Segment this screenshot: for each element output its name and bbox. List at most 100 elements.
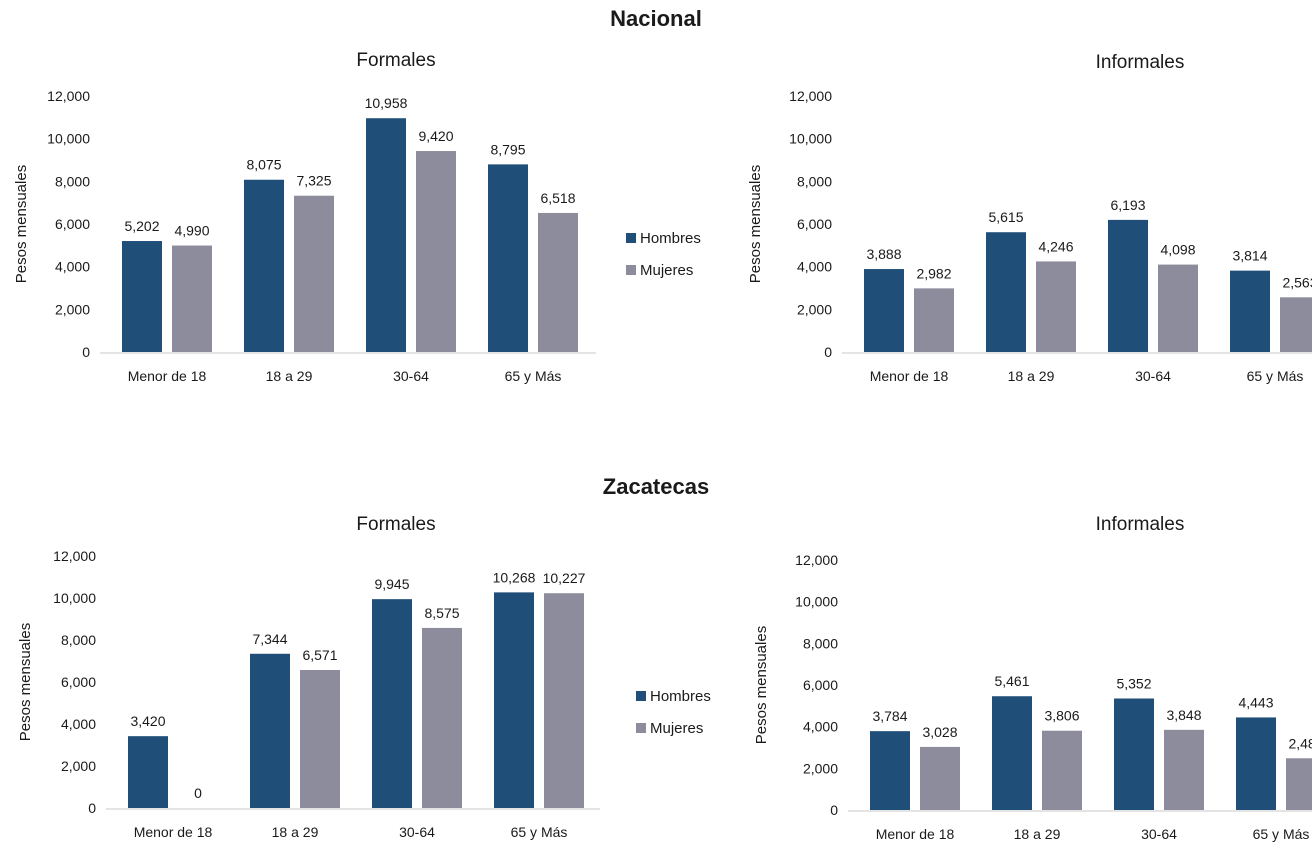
y-tick-label: 0 (830, 802, 838, 818)
x-tick-label: 65 y Más (505, 368, 562, 384)
legend-swatch-mujeres (636, 723, 646, 733)
legend-label-hombres: Hombres (640, 229, 701, 247)
y-axis-label: Pesos mensuales (753, 626, 770, 744)
bar-hombres (372, 599, 412, 808)
y-tick-label: 12,000 (789, 88, 832, 104)
bar-hombres (250, 653, 290, 808)
y-tick-label: 2,000 (55, 301, 90, 317)
bar-hombres (870, 731, 910, 810)
bar-hombres (986, 232, 1026, 352)
section-title-zacatecas: Zacatecas (602, 474, 710, 499)
data-label: 2,563 (1282, 274, 1312, 290)
legend-zacatecas: Hombres Mujeres (636, 680, 711, 744)
bar-hombres (1114, 698, 1154, 810)
legend-item-mujeres: Mujeres (626, 254, 701, 286)
bar-hombres (244, 179, 284, 352)
x-tick-label: 18 a 29 (1014, 826, 1061, 842)
y-tick-label: 8,000 (803, 635, 838, 651)
data-label: 10,268 (493, 569, 536, 585)
y-tick-label: 6,000 (61, 674, 96, 690)
legend-item-hombres: Hombres (626, 222, 701, 254)
data-label: 6,518 (540, 190, 575, 206)
data-label: 5,615 (988, 209, 1023, 225)
bar-hombres (864, 269, 904, 352)
x-tick-label: 30-64 (1135, 368, 1171, 384)
legend-swatch-hombres (626, 233, 636, 243)
y-tick-label: 4,000 (797, 259, 832, 275)
chart-title: Informales (1096, 514, 1185, 535)
data-label: 6,571 (302, 647, 337, 663)
data-label: 2,483 (1288, 735, 1312, 751)
data-label: 4,246 (1038, 238, 1073, 254)
y-tick-label: 4,000 (61, 716, 96, 732)
legend-nacional: Hombres Mujeres (626, 222, 701, 286)
legend-swatch-hombres (636, 691, 646, 701)
y-tick-label: 10,000 (53, 590, 96, 606)
chart-title: Formales (356, 514, 435, 535)
data-label: 8,075 (246, 157, 281, 173)
bar-mujeres (294, 195, 334, 352)
legend-item-mujeres: Mujeres (636, 712, 711, 744)
data-label: 3,806 (1044, 708, 1079, 724)
section-title-nacional: Nacional (610, 6, 702, 31)
data-label: 7,325 (296, 173, 331, 189)
y-axis-label: Pesos mensuales (17, 623, 34, 741)
y-tick-label: 6,000 (803, 677, 838, 693)
bar-hombres (992, 696, 1032, 810)
x-tick-label: 65 y Más (1253, 826, 1310, 842)
data-label: 3,814 (1232, 248, 1267, 264)
y-tick-label: 10,000 (47, 131, 90, 147)
y-tick-label: 0 (824, 344, 832, 360)
y-tick-label: 10,000 (789, 131, 832, 147)
bar-mujeres (1164, 729, 1204, 810)
bar-mujeres (914, 288, 954, 352)
y-tick-label: 10,000 (795, 594, 838, 610)
y-axis-label: Pesos mensuales (13, 165, 30, 283)
x-tick-label: Menor de 18 (876, 826, 955, 842)
x-tick-label: 65 y Más (1247, 368, 1304, 384)
legend-label-mujeres: Mujeres (640, 261, 694, 279)
data-label: 5,202 (124, 218, 159, 234)
x-tick-label: 30-64 (399, 824, 435, 840)
data-label: 8,575 (424, 605, 459, 621)
bar-mujeres (1042, 730, 1082, 810)
data-label: 10,958 (365, 95, 408, 111)
x-tick-label: 18 a 29 (1008, 368, 1055, 384)
x-tick-label: 18 a 29 (266, 368, 313, 384)
y-tick-label: 6,000 (55, 216, 90, 232)
chart-title: Formales (356, 50, 435, 71)
data-label: 9,945 (374, 576, 409, 592)
x-tick-label: 18 a 29 (272, 824, 319, 840)
y-tick-label: 12,000 (53, 548, 96, 564)
y-tick-label: 2,000 (803, 760, 838, 776)
y-tick-label: 12,000 (47, 88, 90, 104)
data-label: 3,420 (130, 713, 165, 729)
bar-hombres (1230, 270, 1270, 352)
x-tick-label: Menor de 18 (870, 368, 949, 384)
y-tick-label: 4,000 (803, 719, 838, 735)
data-label: 9,420 (418, 128, 453, 144)
y-tick-label: 0 (88, 800, 96, 816)
legend-label-hombres: Hombres (650, 687, 711, 705)
bar-mujeres (300, 670, 340, 808)
x-tick-label: Menor de 18 (128, 368, 207, 384)
bar-mujeres (422, 627, 462, 808)
bar-hombres (1236, 717, 1276, 810)
data-label: 10,227 (543, 570, 586, 586)
data-label: 5,461 (994, 673, 1029, 689)
data-label: 3,784 (872, 708, 907, 724)
x-tick-label: 30-64 (1141, 826, 1177, 842)
data-label: 3,848 (1166, 707, 1201, 723)
x-tick-label: Menor de 18 (134, 824, 213, 840)
y-tick-label: 0 (82, 344, 90, 360)
y-tick-label: 2,000 (61, 758, 96, 774)
bar-hombres (366, 118, 406, 352)
bar-mujeres (416, 151, 456, 352)
legend-swatch-mujeres (626, 265, 636, 275)
bar-hombres (122, 241, 162, 352)
y-tick-label: 4,000 (55, 259, 90, 275)
y-tick-label: 8,000 (61, 632, 96, 648)
data-label: 3,028 (922, 724, 957, 740)
y-tick-label: 8,000 (55, 173, 90, 189)
